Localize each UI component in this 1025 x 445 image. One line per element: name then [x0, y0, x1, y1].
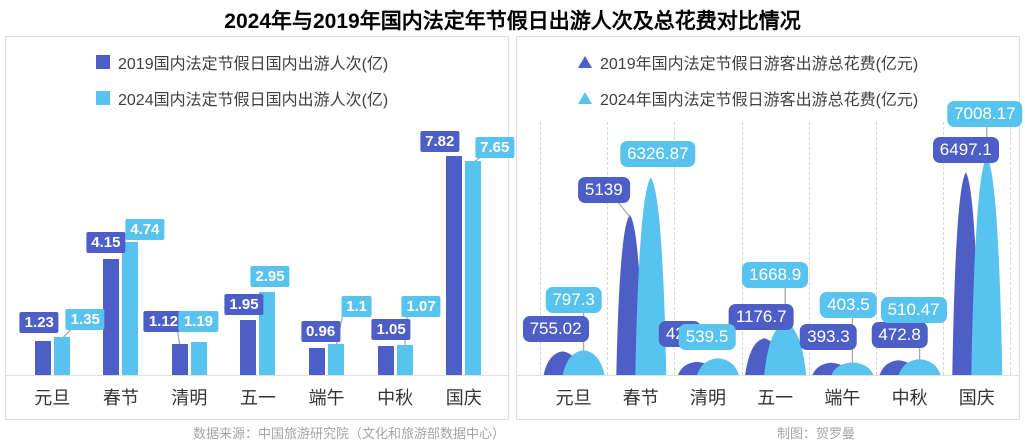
bar-2019: [34, 340, 51, 375]
category-label: 端午: [824, 388, 861, 408]
value-label-2024: 2.95: [250, 265, 290, 287]
bar-2019: [171, 343, 188, 375]
spending-chart-panel: 2019年国内法定节假日游客出游总花费(亿元) 2024年国内法定节假日游客出游总…: [516, 36, 1023, 420]
value-label-2024: 7008.17: [947, 101, 1023, 127]
value-label-2019: 1176.7: [728, 304, 794, 330]
value-label-2019: 1.23: [19, 311, 59, 333]
value-label-2024: 1.1: [341, 295, 372, 317]
peak-2019: [543, 351, 582, 375]
peak-2019: [879, 360, 918, 375]
peak-2024: [971, 156, 1003, 375]
value-label-2024: 6326.87: [620, 141, 696, 167]
category-label: 国庆: [958, 388, 995, 408]
value-label-2019: 4.15: [86, 231, 126, 253]
value-label-2024: 4.74: [125, 218, 165, 240]
triangle-marker-icon: [578, 56, 592, 68]
value-label-2019: 1.12: [143, 310, 184, 332]
gridline: [674, 122, 676, 375]
value-label-2019: 7.82: [420, 130, 460, 152]
value-label-2019: 393.3: [800, 324, 857, 350]
bar-2019: [377, 345, 394, 375]
category-label: 中秋: [891, 388, 928, 408]
legend-item: 2024国内法定节假日国内出游人次(亿): [96, 86, 388, 110]
bar-2024: [122, 242, 139, 375]
peak-2019: [745, 338, 784, 375]
square-marker-icon: [96, 55, 110, 69]
gridline: [1010, 122, 1012, 375]
peak-2024: [898, 359, 941, 375]
peak-2019: [812, 362, 851, 375]
peak-2024: [697, 358, 739, 375]
bar-2019: [240, 320, 257, 375]
value-label-2019: 1.95: [224, 293, 264, 315]
value-label-2024: 1.07: [401, 295, 441, 317]
bar-2024: [465, 160, 482, 375]
bar-2024: [190, 341, 207, 375]
category-label: 清明: [171, 388, 208, 408]
legend-item: 2019国内法定节假日国内出游人次(亿): [96, 50, 388, 74]
value-label-2024: 1.19: [178, 310, 219, 332]
value-label-2024: 1.35: [65, 308, 105, 330]
legend-item: 2019年国内法定节假日游客出游总花费(亿元): [578, 50, 918, 74]
bar-2024: [53, 337, 70, 375]
category-label: 元旦: [555, 388, 592, 408]
bar-2024: [396, 345, 413, 375]
gridline: [876, 122, 877, 375]
value-label-2024: 1668.9: [742, 262, 809, 288]
x-axis-line: [517, 375, 1019, 376]
page-title: 2024年与2019年国内法定年节假日出游人次及总花费对比情况: [224, 10, 801, 33]
legend-item: 2024年国内法定节假日游客出游总花费(亿元): [578, 86, 918, 110]
value-label-2019: 755.02: [522, 316, 589, 342]
trips-chart-legend: 2019国内法定节假日国内出游人次(亿) 2024国内法定节假日国内出游人次(亿): [96, 50, 388, 110]
x-axis-line: [6, 375, 508, 376]
category-label: 元旦: [34, 388, 71, 408]
peak-2019: [616, 214, 644, 375]
leader-line: [617, 201, 631, 218]
data-source-note: 数据来源：中国旅游研究院（文化和旅游部数据中心）: [193, 426, 506, 441]
category-label: 春节: [622, 388, 659, 408]
spending-chart-legend: 2019年国内法定节假日游客出游总花费(亿元) 2024年国内法定节假日游客出游总…: [578, 50, 918, 110]
gridline: [741, 122, 743, 375]
value-label-2019: 1.05: [371, 318, 411, 340]
gridline: [540, 122, 541, 375]
value-label-2024: 797.3: [545, 287, 602, 313]
category-label: 中秋: [377, 388, 414, 408]
value-label-2019: 6497.1: [932, 137, 999, 163]
peak-2019: [952, 172, 980, 375]
category-label: 五一: [239, 388, 276, 408]
value-label-2019: 0.96: [300, 320, 341, 342]
legend-label: 2019国内法定节假日国内出游人次(亿): [118, 56, 389, 73]
gridline: [808, 122, 810, 375]
category-label: 清明: [690, 388, 726, 408]
category-label: 端午: [308, 388, 345, 408]
triangle-marker-icon: [578, 92, 592, 104]
legend-label: 2019年国内法定节假日游客出游总花费(亿元): [600, 56, 919, 73]
legend-label: 2024年国内法定节假日游客出游总花费(亿元): [600, 92, 919, 109]
category-label: 五一: [757, 388, 794, 408]
category-label: 国庆: [445, 388, 482, 408]
gridline: [943, 122, 945, 375]
value-label-2024: 403.5: [820, 292, 877, 318]
legend-label: 2024国内法定节假日国内出游人次(亿): [118, 92, 389, 109]
trips-plot-area: 1.23 4.15 1.12 1.95 0.96 1.05 7.82 1.35 4.74 1.19…: [6, 37, 515, 419]
value-label-2019: 5139: [577, 177, 630, 203]
peak-2019: [678, 361, 716, 375]
square-marker-icon: [96, 91, 110, 105]
credit-note: 制图：贺罗曼: [777, 426, 856, 441]
value-label-2024: 539.5: [678, 324, 736, 350]
value-label-2019: 472.8: [871, 322, 928, 348]
bar-2019: [446, 156, 463, 375]
gridline: [607, 122, 609, 375]
category-label: 春节: [102, 388, 139, 408]
bar-2024: [259, 292, 276, 375]
bar-2024: [328, 344, 345, 375]
trips-chart-panel: 2019国内法定节假日国内出游人次(亿) 2024国内法定节假日国内出游人次(亿)…: [5, 36, 515, 420]
peak-2024: [562, 350, 605, 375]
peak-2024: [831, 362, 874, 375]
bar-2019: [103, 258, 120, 375]
bar-2019: [309, 348, 326, 375]
value-label-2024: 510.47: [880, 297, 947, 323]
value-label-2024: 7.65: [475, 136, 515, 158]
